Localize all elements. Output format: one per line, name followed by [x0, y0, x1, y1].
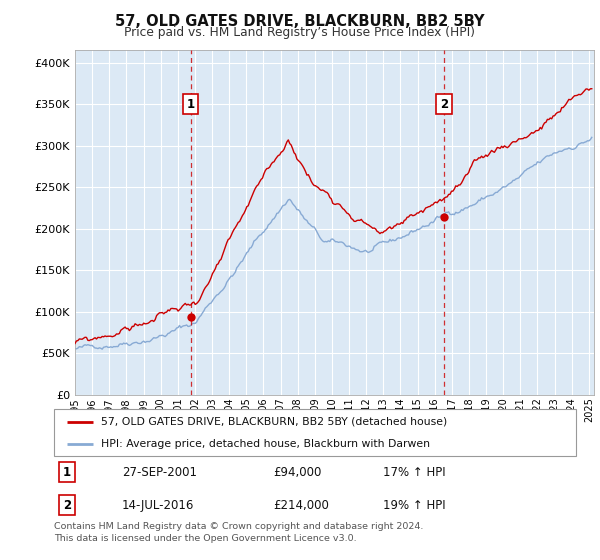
- Text: 1: 1: [63, 465, 71, 479]
- Text: 27-SEP-2001: 27-SEP-2001: [122, 465, 197, 479]
- FancyBboxPatch shape: [54, 409, 576, 456]
- Text: 14-JUL-2016: 14-JUL-2016: [122, 498, 194, 512]
- Text: 2: 2: [440, 98, 448, 111]
- Text: £214,000: £214,000: [273, 498, 329, 512]
- Text: 57, OLD GATES DRIVE, BLACKBURN, BB2 5BY (detached house): 57, OLD GATES DRIVE, BLACKBURN, BB2 5BY …: [101, 417, 447, 427]
- Text: Price paid vs. HM Land Registry’s House Price Index (HPI): Price paid vs. HM Land Registry’s House …: [125, 26, 476, 39]
- Text: £94,000: £94,000: [273, 465, 322, 479]
- Text: 19% ↑ HPI: 19% ↑ HPI: [383, 498, 445, 512]
- Text: 1: 1: [187, 98, 194, 111]
- Text: 17% ↑ HPI: 17% ↑ HPI: [383, 465, 445, 479]
- Text: 57, OLD GATES DRIVE, BLACKBURN, BB2 5BY: 57, OLD GATES DRIVE, BLACKBURN, BB2 5BY: [115, 14, 485, 29]
- Text: 2: 2: [63, 498, 71, 512]
- Text: HPI: Average price, detached house, Blackburn with Darwen: HPI: Average price, detached house, Blac…: [101, 438, 430, 449]
- Text: Contains HM Land Registry data © Crown copyright and database right 2024.
This d: Contains HM Land Registry data © Crown c…: [54, 522, 424, 543]
